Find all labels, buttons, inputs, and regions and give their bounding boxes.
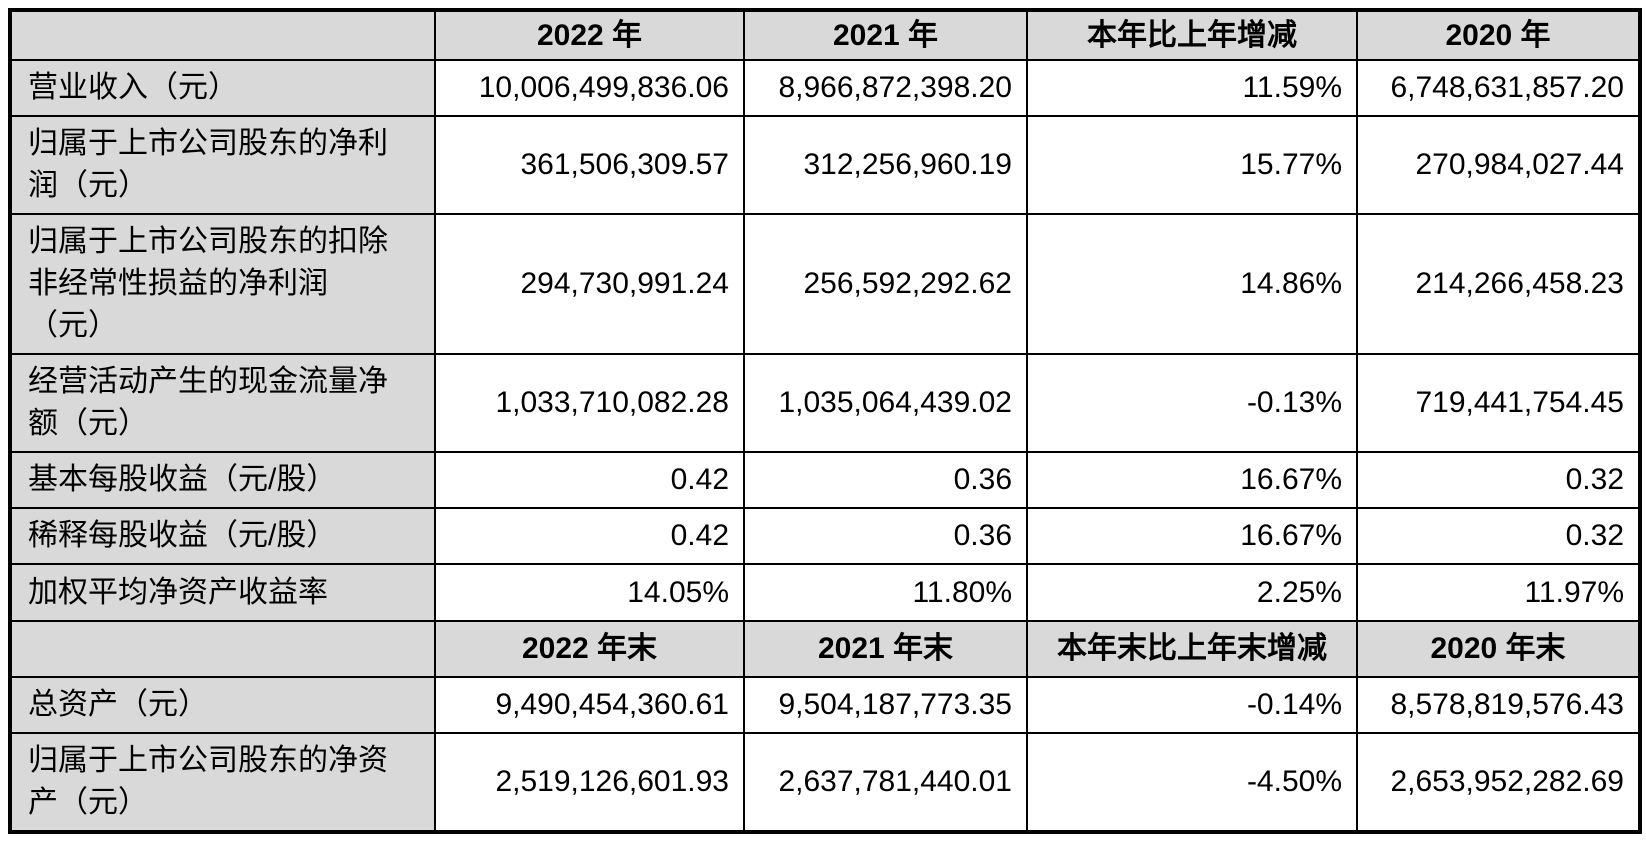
table-row-net-profit-excl-nonrecurring: 归属于上市公司股东的扣除 非经常性损益的净利润 （元） 294,730,991.…: [9, 213, 1641, 355]
column-header-year-end-change: 本年末比上年末增减: [1026, 620, 1358, 678]
value-cell-2022: 0.42: [434, 451, 745, 509]
value-cell-2021: 9,504,187,773.35: [743, 676, 1028, 734]
value-cell-change: 16.67%: [1026, 507, 1358, 565]
column-header-2022: 2022 年: [434, 9, 745, 61]
value-cell-2020: 719,441,754.45: [1356, 353, 1641, 453]
value-cell-change: -0.13%: [1026, 353, 1358, 453]
table-header-row-annual: 2022 年 2021 年 本年比上年增减 2020 年: [9, 9, 1641, 61]
value-cell-2020: 8,578,819,576.43: [1356, 676, 1641, 734]
table-row-total-assets: 总资产（元） 9,490,454,360.61 9,504,187,773.35…: [9, 676, 1641, 734]
column-header-blank: [9, 620, 436, 678]
row-label: 基本每股收益（元/股）: [9, 451, 436, 509]
table-row-basic-eps: 基本每股收益（元/股） 0.42 0.36 16.67% 0.32: [9, 451, 1641, 509]
value-cell-2020: 0.32: [1356, 451, 1641, 509]
value-cell-2022: 9,490,454,360.61: [434, 676, 745, 734]
financial-summary-table: 2022 年 2021 年 本年比上年增减 2020 年 营业收入（元） 10,…: [8, 8, 1642, 834]
value-cell-2022: 0.42: [434, 507, 745, 565]
column-header-blank: [9, 9, 436, 61]
value-cell-2020: 11.97%: [1356, 563, 1641, 622]
value-cell-2022: 361,506,309.57: [434, 115, 745, 215]
value-cell-change: 14.86%: [1026, 213, 1358, 355]
column-header-yoy-change: 本年比上年增减: [1026, 9, 1358, 61]
value-cell-2022: 1,033,710,082.28: [434, 353, 745, 453]
value-cell-2020: 214,266,458.23: [1356, 213, 1641, 355]
table-row-weighted-avg-roe: 加权平均净资产收益率 14.05% 11.80% 2.25% 11.97%: [9, 563, 1641, 622]
row-label: 归属于上市公司股东的净利 润（元）: [9, 115, 436, 215]
value-cell-2021: 11.80%: [743, 563, 1028, 622]
value-cell-2020: 270,984,027.44: [1356, 115, 1641, 215]
value-cell-2021: 256,592,292.62: [743, 213, 1028, 355]
row-label: 营业收入（元）: [9, 59, 436, 117]
value-cell-change: -0.14%: [1026, 676, 1358, 734]
row-label: 稀释每股收益（元/股）: [9, 507, 436, 565]
row-label: 归属于上市公司股东的扣除 非经常性损益的净利润 （元）: [9, 213, 436, 355]
column-header-2020: 2020 年: [1356, 9, 1641, 61]
row-label: 加权平均净资产收益率: [9, 563, 436, 622]
value-cell-2021: 0.36: [743, 451, 1028, 509]
value-cell-2020: 2,653,952,282.69: [1356, 732, 1641, 833]
value-cell-2021: 312,256,960.19: [743, 115, 1028, 215]
value-cell-2020: 6,748,631,857.20: [1356, 59, 1641, 117]
value-cell-2022: 2,519,126,601.93: [434, 732, 745, 833]
row-label: 总资产（元）: [9, 676, 436, 734]
table-header-row-year-end: 2022 年末 2021 年末 本年末比上年末增减 2020 年末: [9, 620, 1641, 678]
value-cell-2022: 10,006,499,836.06: [434, 59, 745, 117]
table-row-net-assets: 归属于上市公司股东的净资 产（元） 2,519,126,601.93 2,637…: [9, 732, 1641, 833]
table-row-diluted-eps: 稀释每股收益（元/股） 0.42 0.36 16.67% 0.32: [9, 507, 1641, 565]
value-cell-2022: 14.05%: [434, 563, 745, 622]
table-row-operating-revenue: 营业收入（元） 10,006,499,836.06 8,966,872,398.…: [9, 59, 1641, 117]
value-cell-2021: 2,637,781,440.01: [743, 732, 1028, 833]
column-header-2021: 2021 年: [743, 9, 1028, 61]
value-cell-change: 11.59%: [1026, 59, 1358, 117]
value-cell-2020: 0.32: [1356, 507, 1641, 565]
value-cell-change: 2.25%: [1026, 563, 1358, 622]
column-header-2020-year-end: 2020 年末: [1356, 620, 1641, 678]
column-header-2021-year-end: 2021 年末: [743, 620, 1028, 678]
row-label: 归属于上市公司股东的净资 产（元）: [9, 732, 436, 833]
value-cell-2021: 1,035,064,439.02: [743, 353, 1028, 453]
row-label: 经营活动产生的现金流量净 额（元）: [9, 353, 436, 453]
table-row-operating-cash-flow: 经营活动产生的现金流量净 额（元） 1,033,710,082.28 1,035…: [9, 353, 1641, 453]
value-cell-2021: 8,966,872,398.20: [743, 59, 1028, 117]
value-cell-change: -4.50%: [1026, 732, 1358, 833]
column-header-2022-year-end: 2022 年末: [434, 620, 745, 678]
value-cell-2022: 294,730,991.24: [434, 213, 745, 355]
value-cell-2021: 0.36: [743, 507, 1028, 565]
value-cell-change: 15.77%: [1026, 115, 1358, 215]
value-cell-change: 16.67%: [1026, 451, 1358, 509]
table-row-net-profit: 归属于上市公司股东的净利 润（元） 361,506,309.57 312,256…: [9, 115, 1641, 215]
